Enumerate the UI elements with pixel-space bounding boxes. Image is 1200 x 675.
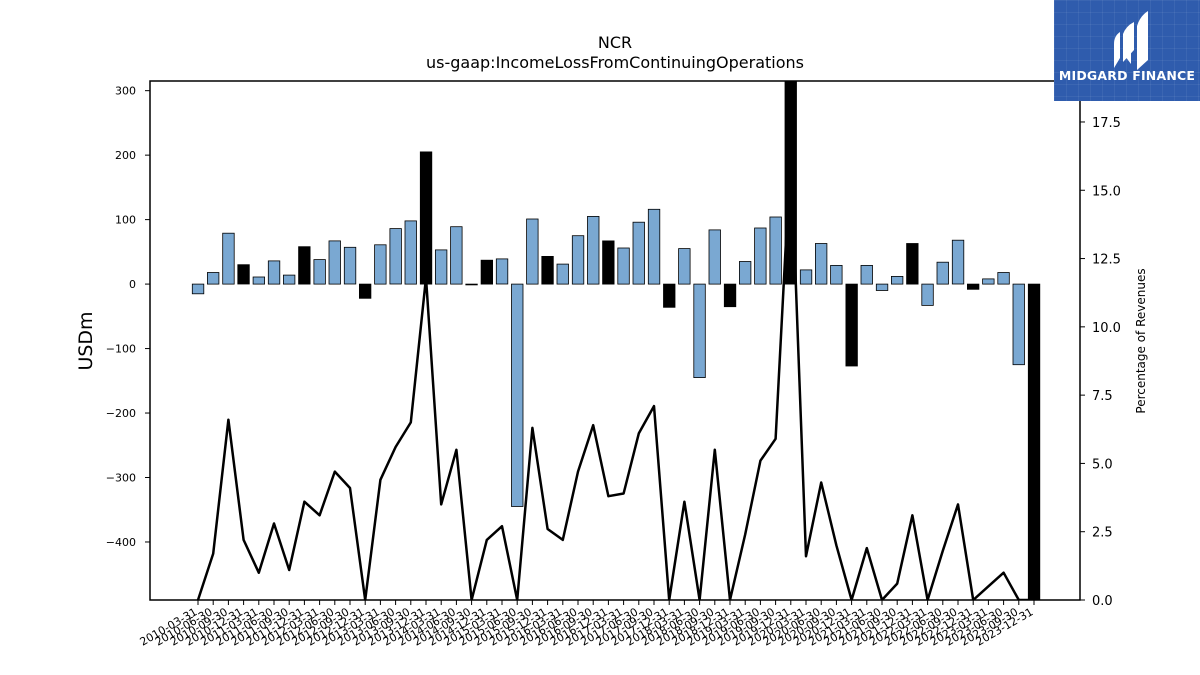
revenue-percentage-line xyxy=(196,148,1034,600)
bar xyxy=(906,243,919,285)
bar xyxy=(374,244,387,285)
bar xyxy=(815,243,828,285)
bar xyxy=(434,249,448,285)
bar xyxy=(450,226,463,285)
bar xyxy=(267,260,281,285)
bar xyxy=(723,283,737,308)
bar xyxy=(328,240,341,285)
bar xyxy=(511,283,524,507)
bar xyxy=(845,283,858,367)
bar xyxy=(739,261,752,285)
bar xyxy=(222,232,235,285)
bar xyxy=(875,283,889,291)
y-axis-label: USDm xyxy=(75,311,97,370)
y-tick-label: 300 xyxy=(115,85,136,98)
y2-tick-label: 5.0 xyxy=(1092,457,1113,472)
bar xyxy=(891,275,904,285)
bar xyxy=(358,283,372,299)
y2-tick-label: 0.0 xyxy=(1092,594,1113,609)
bar xyxy=(784,81,797,285)
y2-tick-label: 2.5 xyxy=(1092,526,1113,541)
bar xyxy=(419,151,433,285)
y-tick-label: −300 xyxy=(106,472,136,485)
y2-tick-label: 7.5 xyxy=(1092,389,1113,404)
bar xyxy=(754,227,767,285)
y-tick-label: −400 xyxy=(106,536,136,549)
bar xyxy=(647,208,661,285)
y-tick-label: −200 xyxy=(106,407,136,420)
bar xyxy=(678,248,691,285)
bar xyxy=(830,264,843,285)
bar xyxy=(587,215,600,285)
bar xyxy=(951,239,965,285)
bar xyxy=(1027,283,1041,600)
y2-tick-label: 10.0 xyxy=(1092,321,1121,336)
bar xyxy=(526,218,539,285)
bar xyxy=(571,235,585,285)
y2-tick-label: 17.5 xyxy=(1092,116,1121,131)
bar xyxy=(663,283,676,308)
chart-subtitle: us-gaap:IncomeLossFromContinuingOperatio… xyxy=(426,53,804,72)
bar xyxy=(632,221,645,285)
logo-text: MIDGARD FINANCE xyxy=(1058,68,1196,83)
bar xyxy=(252,276,266,285)
bar xyxy=(237,264,250,285)
bar xyxy=(860,264,873,285)
y-tick-label: 100 xyxy=(115,214,136,227)
bar xyxy=(602,240,615,285)
brand-logo: MIDGARD FINANCE xyxy=(1054,0,1200,101)
y-tick-label: −100 xyxy=(106,343,136,356)
midgard-logo-icon xyxy=(1114,11,1148,70)
bar xyxy=(282,274,296,285)
bar xyxy=(997,272,1010,285)
bar xyxy=(404,220,417,285)
bar xyxy=(343,246,357,285)
bar xyxy=(313,259,326,285)
bar xyxy=(541,255,554,285)
bar xyxy=(982,278,995,285)
bar xyxy=(1012,283,1025,366)
bar xyxy=(617,247,630,285)
bar xyxy=(556,263,569,285)
y-tick-label: 0 xyxy=(129,278,136,291)
bar xyxy=(799,269,813,285)
y2-axis-label: Percentage of Revenues xyxy=(1134,268,1148,413)
y-tick-label: 200 xyxy=(115,149,136,162)
y2-tick-label: 12.5 xyxy=(1092,253,1121,268)
chart-title: NCR xyxy=(598,33,632,52)
bar xyxy=(936,261,949,285)
bar xyxy=(495,258,509,285)
plot-frame xyxy=(149,80,1081,601)
bar xyxy=(708,229,721,285)
bar xyxy=(480,259,494,285)
y2-tick-label: 15.0 xyxy=(1092,184,1121,199)
bar xyxy=(465,283,478,286)
bar xyxy=(298,246,311,285)
bar xyxy=(693,283,706,379)
bar xyxy=(191,283,205,295)
bar xyxy=(206,272,220,285)
bar xyxy=(769,216,782,285)
bar xyxy=(389,228,402,285)
bar xyxy=(921,283,934,306)
bar xyxy=(967,283,980,290)
